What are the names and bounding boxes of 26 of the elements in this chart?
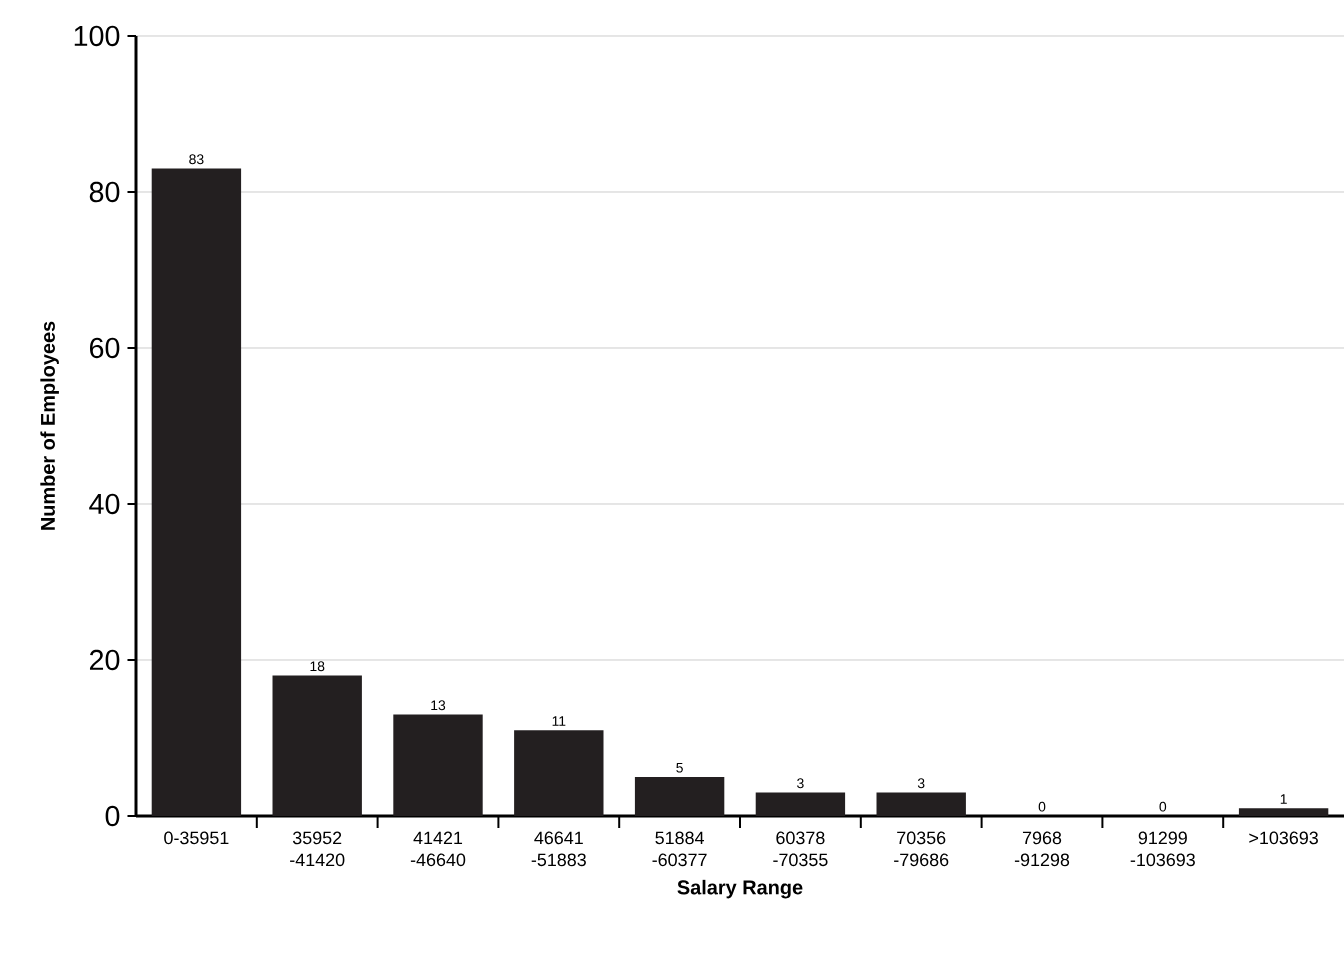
x-tick-label: 7968 -91298	[1014, 831, 1070, 867]
y-tick-label: 80	[89, 181, 120, 203]
bar	[514, 730, 604, 816]
y-axis-title: Number of Employees	[40, 321, 59, 530]
bar	[1238, 808, 1329, 816]
y-tick-label: 0	[105, 805, 120, 827]
x-tick-label: 0-35951	[164, 831, 229, 845]
x-tick-label: 51884 -60377	[652, 831, 707, 867]
x-tick-label: 60378 -70355	[773, 831, 828, 867]
x-tick-label: 46641 -51883	[531, 831, 586, 867]
x-axis-title: Salary Range	[677, 879, 803, 899]
y-tick-label: 100	[74, 25, 120, 47]
x-tick-label: >103693	[1249, 831, 1318, 845]
x-tick-label: 70356 -79686	[894, 831, 949, 867]
y-tick-label: 60	[90, 337, 120, 359]
x-tick-label: 35952 -41420	[290, 831, 345, 867]
bar	[876, 792, 966, 816]
x-tick-label: 91299 -103693	[1130, 831, 1195, 867]
x-tick-label: 41421 -46640	[410, 831, 466, 867]
bar	[755, 792, 846, 816]
y-tick-label: 40	[89, 493, 120, 515]
bar	[272, 675, 362, 816]
bar	[634, 777, 725, 816]
y-tick-label: 20	[89, 649, 120, 671]
bar	[151, 168, 242, 816]
bar	[393, 714, 483, 816]
